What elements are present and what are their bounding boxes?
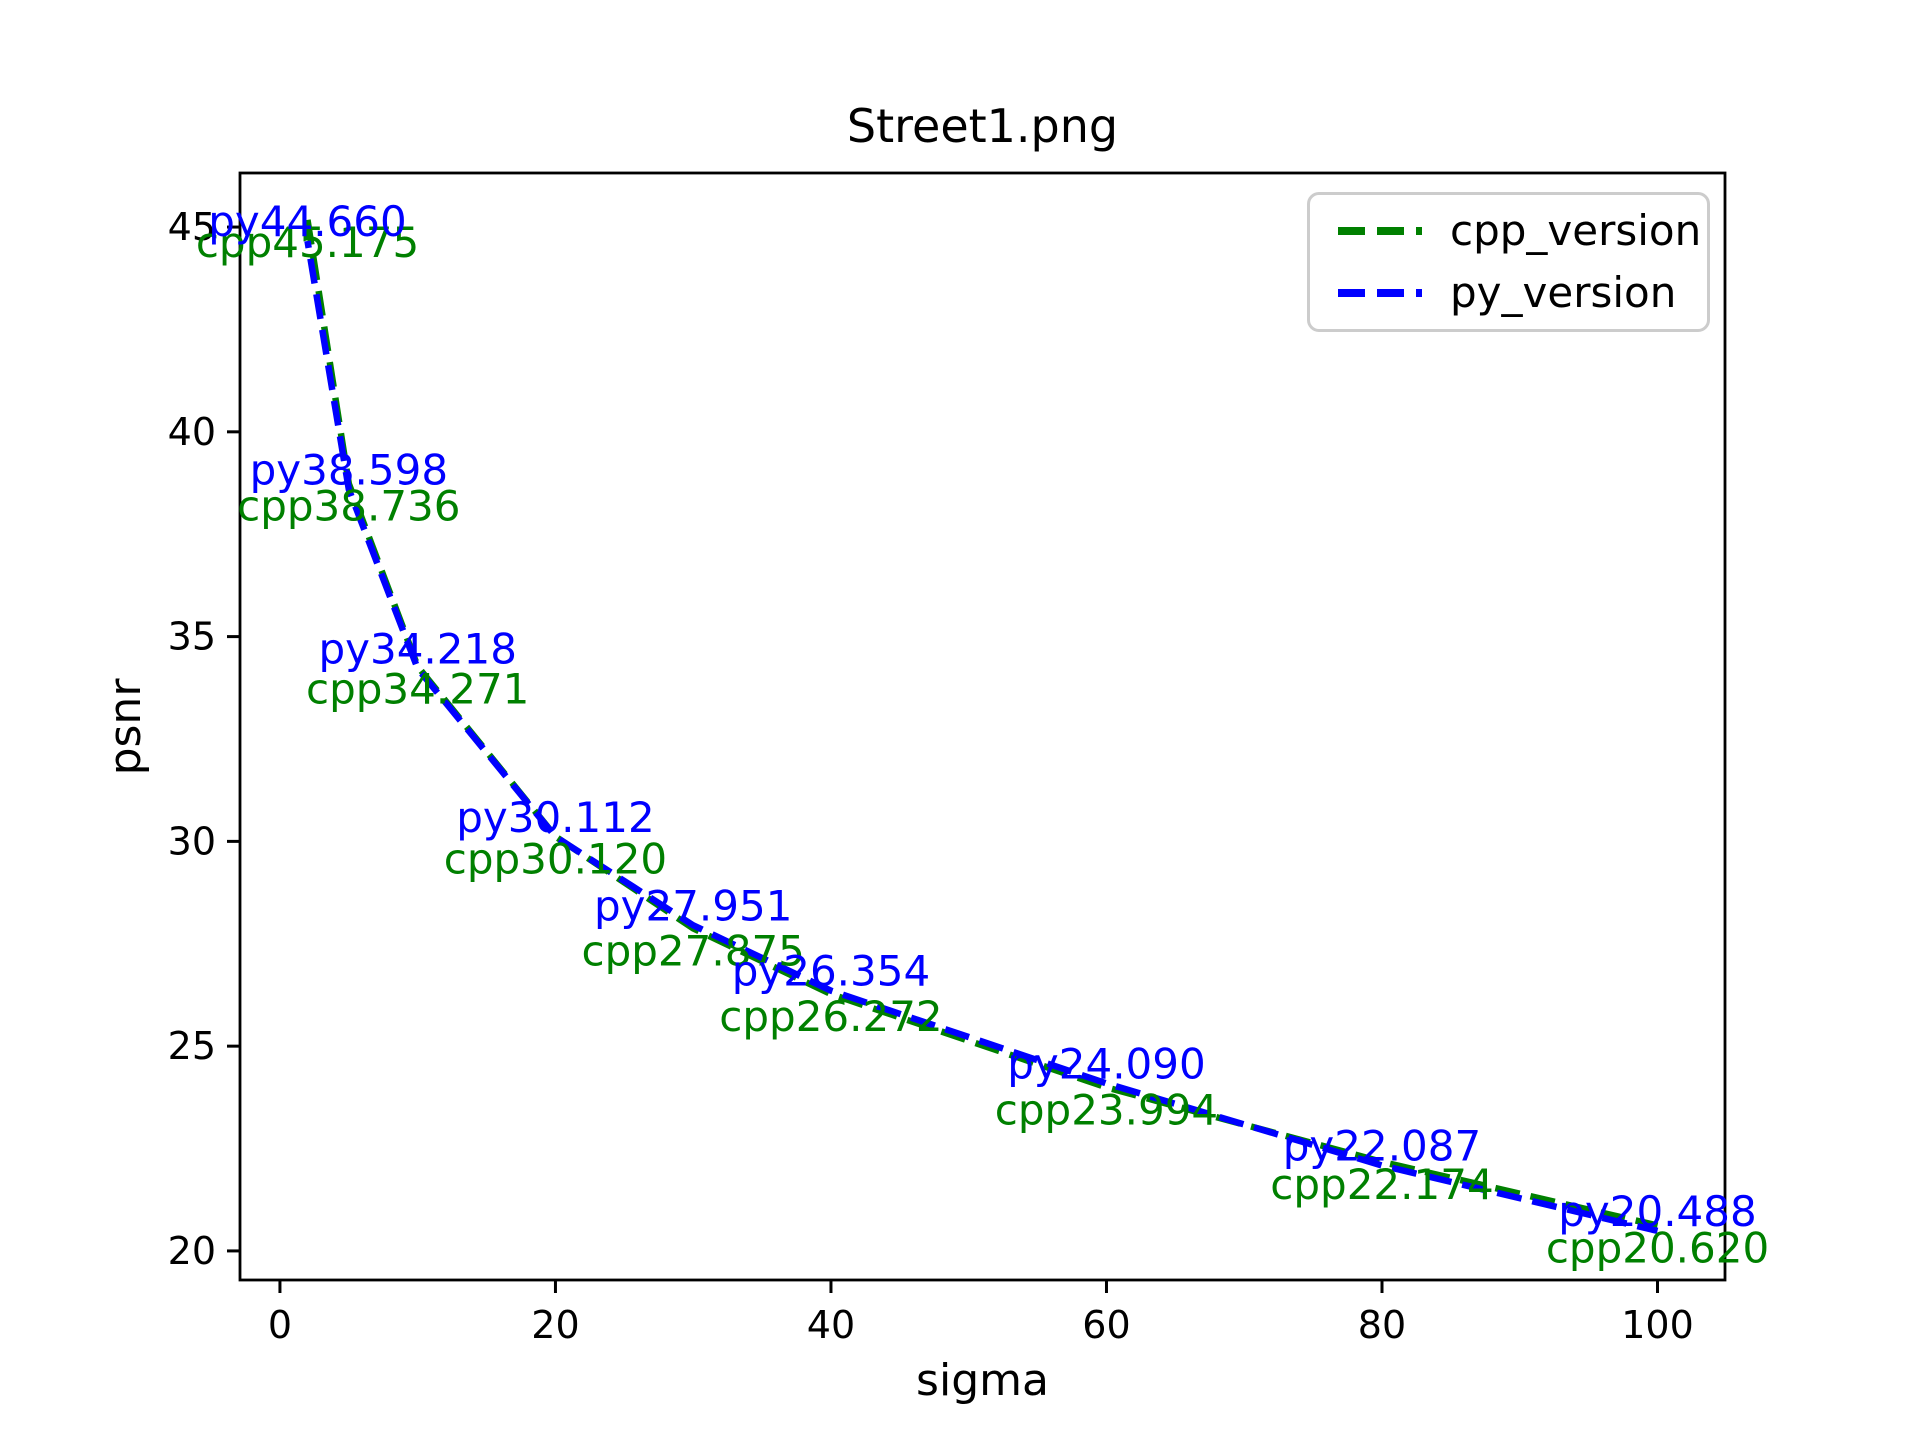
legend: cpp_version py_version [1307,192,1710,332]
py-version-dash-icon [1338,289,1422,297]
legend-label-py-version: py_version [1450,268,1677,317]
py_version-data-label: py22.087 [1283,1121,1481,1170]
py_version-data-label: py34.218 [318,625,516,674]
plot-spines [238,171,1727,1282]
py_version-data-label: py44.660 [208,197,406,246]
py_version-line [304,240,1659,1235]
cpp_version-data-label: cpp20.620 [1546,1224,1769,1273]
y-tick-label: 45 [168,205,216,249]
cpp-version-dash-icon [1338,227,1422,235]
x-axis-title: sigma [916,1355,1049,1406]
x-tick-label: 20 [531,1303,579,1347]
y-tick-label: 40 [168,410,216,454]
cpp_version-data-label: cpp22.174 [1270,1160,1493,1209]
y-tick-label: 30 [168,819,216,863]
legend-label-cpp-version: cpp_version [1450,206,1702,255]
cpp_version-data-label: cpp34.271 [306,664,529,713]
cpp_version-data-label: cpp30.120 [444,834,667,883]
y-tick-label: 35 [168,615,216,659]
x-tick-label: 60 [1082,1303,1130,1347]
py_version-data-label: py26.354 [732,947,930,996]
py_version-data-label: py30.112 [456,793,654,842]
x-tick-label: 40 [807,1303,855,1347]
x-tick-label: 100 [1621,1303,1694,1347]
x-tick-label: 0 [268,1303,292,1347]
cpp_version-data-label: cpp26.272 [719,992,942,1041]
x-tick-label: 80 [1358,1303,1406,1347]
py_version-data-label: py24.090 [1007,1039,1205,1088]
py_version-data-label: py20.488 [1558,1187,1756,1236]
py_version-data-label: py38.598 [250,445,448,494]
y-tick-label: 20 [168,1229,216,1273]
cpp_version-data-label: cpp23.994 [995,1085,1218,1134]
y-tick-label: 25 [168,1024,216,1068]
chart-title: Street1.png [846,99,1119,153]
cpp_version-data-label: cpp45.175 [196,218,419,267]
y-axis-title: psnr [99,678,151,776]
legend-item-py-version: py_version [1336,272,1707,314]
cpp_version-line [304,219,1659,1229]
legend-item-cpp-version: cpp_version [1336,210,1707,252]
py_version-data-label: py27.951 [594,881,792,930]
cpp_version-data-label: cpp27.875 [582,926,805,975]
cpp_version-data-label: cpp38.736 [237,482,460,531]
